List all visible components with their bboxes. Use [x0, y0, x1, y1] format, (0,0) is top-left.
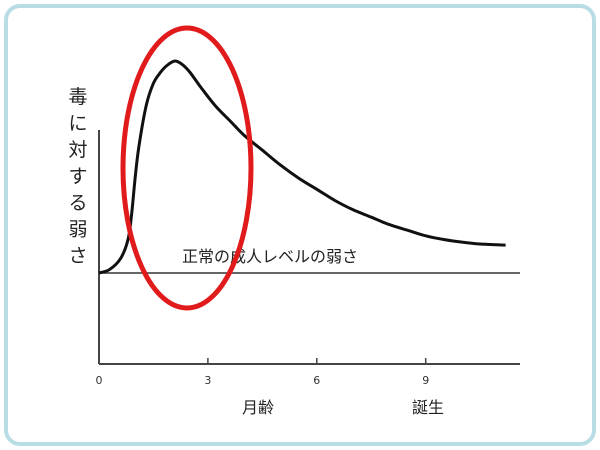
- y-axis-label-char: 弱: [68, 219, 87, 241]
- x-tick-label: 3: [204, 374, 211, 387]
- x-tick-label: 6: [313, 374, 320, 387]
- frame-border: [4, 4, 596, 446]
- series-line: [98, 59, 506, 275]
- y-axis-label-char: さ: [68, 245, 87, 267]
- y-axis-label-char: 毒: [68, 86, 87, 108]
- x-tick-label: 0: [96, 374, 103, 387]
- x-tick-label: 9: [422, 374, 429, 387]
- birth-label: 誕生: [412, 398, 444, 417]
- y-axis-label-char: す: [68, 166, 87, 188]
- x-axis-label: 月齢: [242, 398, 274, 417]
- highlight-ellipse: [120, 25, 254, 311]
- y-axis-label-char: 対: [68, 139, 87, 161]
- y-axis-label-char: に: [68, 113, 87, 135]
- y-axis-label-char: る: [68, 192, 87, 214]
- adult-level-reference-label: 正常の成人レベルの弱さ: [182, 247, 358, 266]
- x-axis-ticks: 0 3 6 9: [96, 358, 429, 387]
